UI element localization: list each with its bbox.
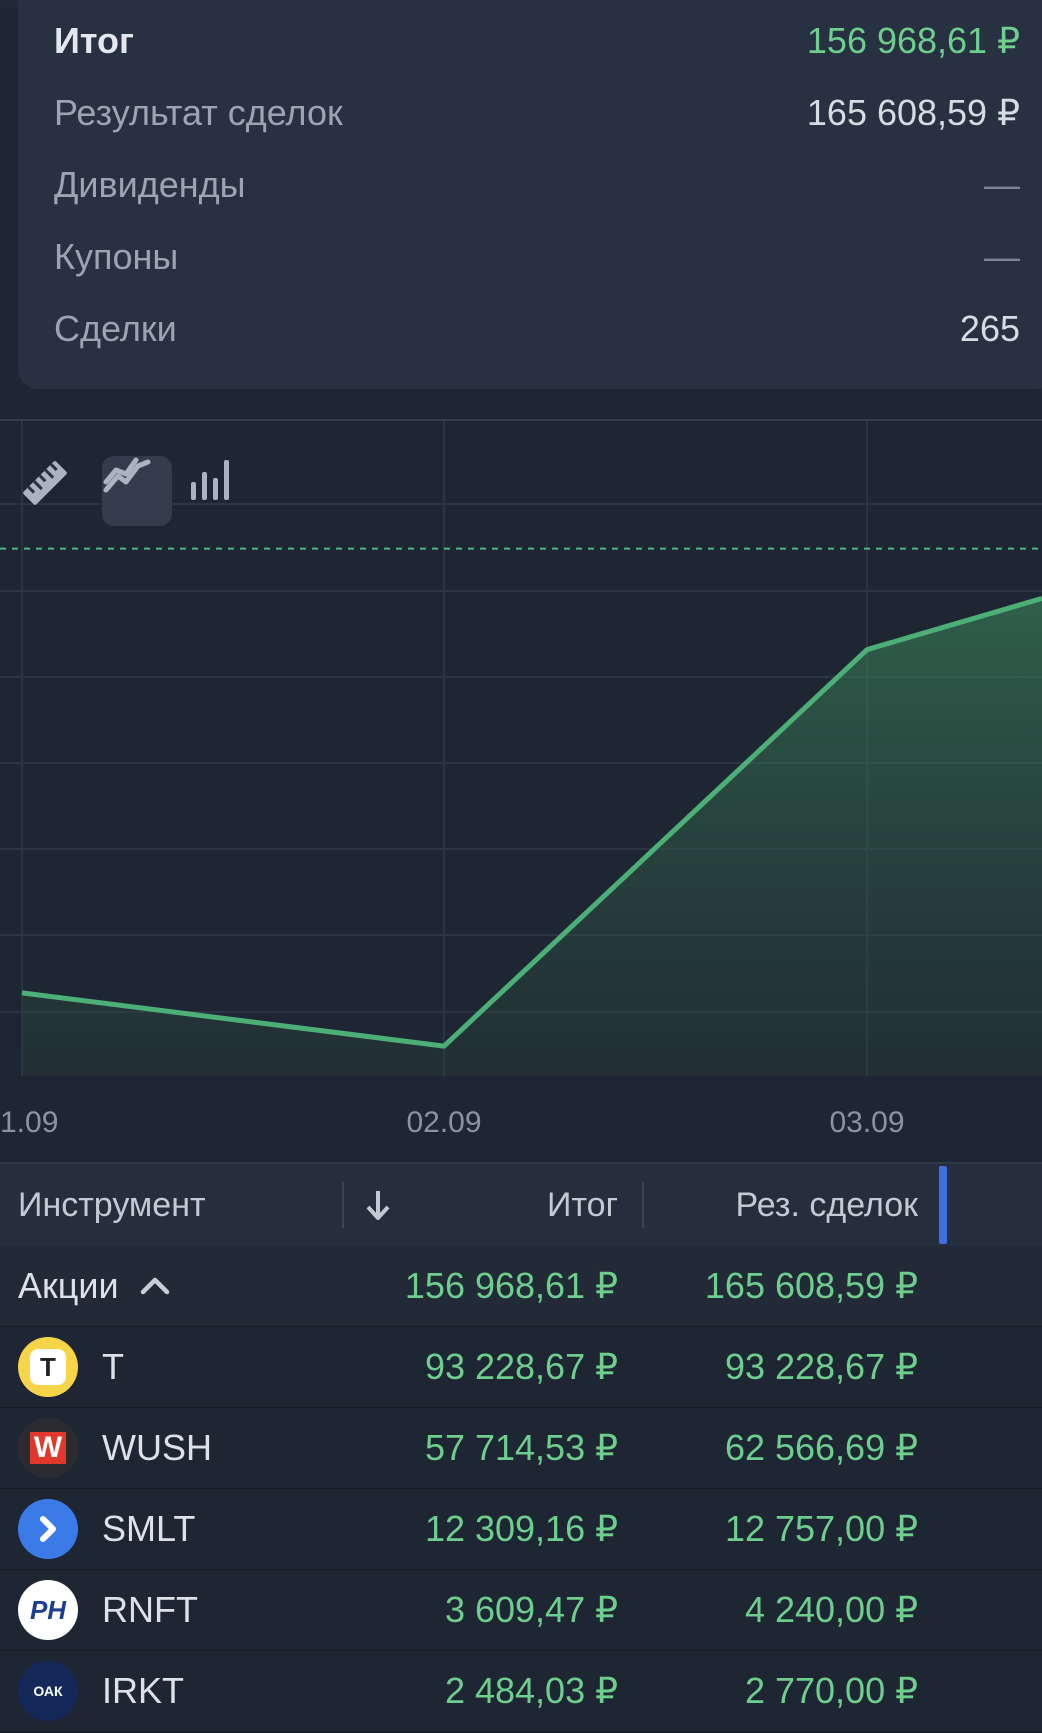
x-tick-label: 02.09 bbox=[406, 1106, 481, 1139]
instrument-cell: ОАК IRKT bbox=[18, 1661, 184, 1721]
column-header-instrument[interactable]: Инструмент bbox=[18, 1185, 206, 1224]
tbank-logo-icon: Т bbox=[18, 1337, 78, 1397]
chart-area bbox=[22, 598, 1042, 1076]
scroll-indicator[interactable] bbox=[939, 1166, 947, 1244]
ticker: T bbox=[102, 1346, 124, 1387]
group-label: Акции bbox=[18, 1265, 119, 1306]
row-total: 57 714,53 ₽ bbox=[424, 1427, 618, 1468]
summary-row-deals: Сделки 265 bbox=[54, 299, 1020, 359]
chart-svg: 1.09 02.09 03.09 bbox=[0, 419, 1042, 1139]
table-header: Инструмент Итог Рез. сделок bbox=[0, 1162, 1042, 1248]
summary-row-value: — bbox=[984, 164, 1020, 205]
row-result: 12 757,00 ₽ bbox=[724, 1508, 918, 1549]
row-result: 4 240,00 ₽ bbox=[744, 1589, 918, 1630]
column-separator bbox=[342, 1182, 344, 1228]
group-total: 156 968,61 ₽ bbox=[404, 1265, 618, 1306]
row-total: 2 484,03 ₽ bbox=[444, 1670, 618, 1711]
x-tick-label: 1.09 bbox=[0, 1106, 58, 1139]
summary-row-label: Результат сделок bbox=[54, 92, 343, 133]
table-row[interactable]: Т T 93 228,67 ₽ 93 228,67 ₽ bbox=[0, 1327, 1042, 1409]
line-chart-tool-button[interactable] bbox=[102, 456, 172, 526]
sort-down-icon[interactable] bbox=[364, 1164, 392, 1246]
bar-chart-tool-button[interactable] bbox=[186, 456, 256, 526]
table-row[interactable]: ОАК IRKT 2 484,03 ₽ 2 770,00 ₽ bbox=[0, 1651, 1042, 1733]
line-chart-icon bbox=[103, 457, 151, 493]
group-row-stocks[interactable]: Акции 156 968,61 ₽ 165 608,59 ₽ bbox=[0, 1246, 1042, 1328]
summary-row-value: 265 bbox=[959, 308, 1020, 349]
group-name: Акции bbox=[18, 1265, 173, 1307]
group-result: 165 608,59 ₽ bbox=[704, 1265, 918, 1306]
instrument-cell: W WUSH bbox=[18, 1418, 212, 1478]
logo-text: Т bbox=[40, 1351, 56, 1382]
column-header-total[interactable]: Итог bbox=[547, 1185, 618, 1224]
summary-row-label: Сделки bbox=[54, 308, 177, 349]
ticker: IRKT bbox=[102, 1670, 185, 1711]
logo-text: W bbox=[29, 1432, 67, 1464]
summary-row-dividends: Дивиденды — bbox=[54, 155, 1020, 215]
summary-total-row: Итог 156 968,61 ₽ bbox=[54, 11, 1020, 71]
summary-row-value: 165 608,59 ₽ bbox=[806, 92, 1020, 133]
uac-logo-icon: ОАК bbox=[18, 1661, 78, 1721]
logo-text: РН bbox=[29, 1594, 67, 1625]
chart-x-labels: 1.09 02.09 03.09 bbox=[0, 1106, 905, 1139]
ruler-icon bbox=[23, 461, 67, 505]
summary-row-value: — bbox=[984, 236, 1020, 277]
chart-series-line bbox=[21, 596, 1042, 1049]
column-separator bbox=[642, 1182, 644, 1228]
ruler-tool-button[interactable] bbox=[18, 456, 88, 526]
wush-logo-icon: W bbox=[18, 1418, 78, 1478]
row-result: 62 566,69 ₽ bbox=[724, 1427, 918, 1468]
row-result: 2 770,00 ₽ bbox=[744, 1670, 918, 1711]
table-row[interactable]: W WUSH 57 714,53 ₽ 62 566,69 ₽ bbox=[0, 1408, 1042, 1490]
samolet-logo-icon bbox=[18, 1499, 78, 1559]
summary-card: Итог 156 968,61 ₽ Результат сделок 165 6… bbox=[18, 0, 1042, 389]
summary-row-coupons: Купоны — bbox=[54, 227, 1020, 287]
pnl-chart[interactable]: 1.09 02.09 03.09 bbox=[0, 419, 1042, 1141]
row-total: 12 309,16 ₽ bbox=[424, 1508, 618, 1549]
bar-chart-icon bbox=[191, 460, 229, 500]
russneft-logo-icon: РН bbox=[18, 1580, 78, 1640]
summary-row-label: Дивиденды bbox=[54, 164, 246, 205]
ticker: RNFT bbox=[102, 1589, 198, 1630]
row-total: 93 228,67 ₽ bbox=[424, 1346, 618, 1387]
instrument-cell: РН RNFT bbox=[18, 1580, 198, 1640]
ticker: SMLT bbox=[102, 1508, 196, 1549]
summary-row-label: Купоны bbox=[54, 236, 179, 277]
summary-total-value: 156 968,61 ₽ bbox=[806, 20, 1020, 61]
table-row[interactable]: РН RNFT 3 609,47 ₽ 4 240,00 ₽ bbox=[0, 1570, 1042, 1652]
row-result: 93 228,67 ₽ bbox=[724, 1346, 918, 1387]
ticker: WUSH bbox=[102, 1427, 212, 1468]
summary-row-trades-result: Результат сделок 165 608,59 ₽ bbox=[54, 83, 1020, 143]
column-header-result[interactable]: Рез. сделок bbox=[735, 1185, 918, 1224]
row-total: 3 609,47 ₽ bbox=[444, 1589, 618, 1630]
instrument-cell: Т T bbox=[18, 1337, 124, 1397]
instrument-cell: SMLT bbox=[18, 1499, 195, 1559]
x-tick-label: 03.09 bbox=[829, 1106, 904, 1139]
table-row[interactable]: SMLT 12 309,16 ₽ 12 757,00 ₽ bbox=[0, 1489, 1042, 1571]
chevron-up-icon[interactable] bbox=[137, 1274, 173, 1298]
logo-text: ОАК bbox=[33, 1683, 63, 1699]
summary-total-label: Итог bbox=[54, 20, 135, 61]
